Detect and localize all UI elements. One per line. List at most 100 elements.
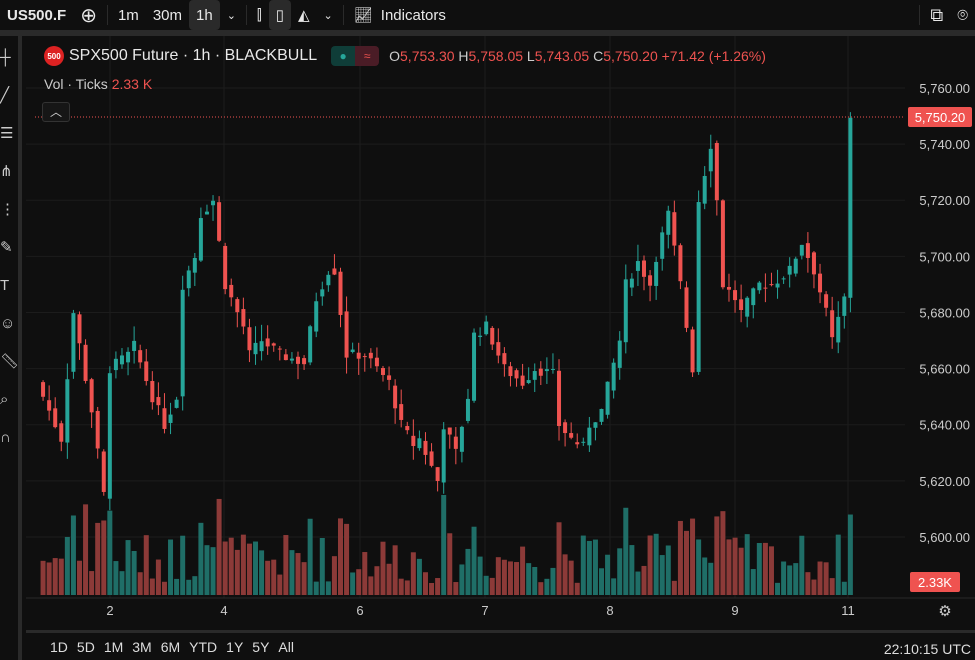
candle-body [326,274,331,286]
low-label: L [526,48,535,64]
volume-bar [119,571,125,595]
volume-bar [113,561,119,595]
range-1y[interactable]: 1Y [226,638,244,655]
volume-bar [325,581,331,595]
volume-bar [653,533,659,595]
candle-body [514,370,519,379]
volume-bar [835,534,841,595]
candle-body [720,200,725,288]
volume-bar [350,572,356,595]
candle-body [472,332,477,401]
candle-body [611,362,616,391]
chevron-down-icon[interactable]: ⌄ [323,9,333,22]
candle-body [490,327,495,345]
pattern-icon[interactable]: ⋔ [0,163,13,180]
fib-icon[interactable]: ☰ [0,125,14,142]
volume-bar [210,547,216,595]
candle-body [387,375,392,380]
volume-bar [829,578,835,595]
volume-bar [793,563,799,595]
candle-body [623,279,628,343]
candle-body [368,352,373,359]
range-5d[interactable]: 5D [76,638,95,655]
volume-bar [76,560,82,595]
volume-bar [550,567,556,595]
bar-chart-icon[interactable]: ⫿ [256,6,262,24]
time-tick-label: 6 [356,603,363,618]
interval-1h[interactable]: 1h [189,0,220,30]
candle-body [71,313,76,372]
candle-body [107,373,112,499]
emoji-icon[interactable]: ☺ [0,315,16,332]
volume-bar [52,558,58,595]
candle-body [174,399,179,408]
candle-body [180,289,185,397]
plus-circle-icon[interactable]: ⊕ [80,4,97,27]
candlestick-icon[interactable]: ▯ [268,0,291,30]
candle-body [332,268,337,275]
crosshair-icon[interactable]: ┼ [0,49,11,66]
area-chart-icon[interactable]: ◭ [297,7,310,24]
indicators-button[interactable]: 📈︎ Indicators [347,0,453,30]
last-volume-label: 2.33K [918,575,952,590]
candle-body [162,408,167,429]
symbol-button[interactable]: US500.F [7,6,67,24]
brush-icon[interactable]: ✎ [0,239,13,256]
text-icon[interactable]: T [0,277,10,294]
range-ytd[interactable]: YTD [189,638,218,655]
ruler-icon[interactable]: 📏︎ [0,353,20,370]
volume-bar [514,562,520,595]
candle-body [836,316,841,343]
interval-1m[interactable]: 1m [117,6,139,24]
candle-body [265,338,270,347]
volume-bar [817,561,823,595]
chevron-down-icon[interactable]: ⌄ [226,9,236,22]
collapse-legend-button[interactable]: ︿ [42,102,70,122]
range-5y[interactable]: 5Y [252,638,270,655]
volume-bar [623,507,629,595]
volume-bar [46,562,52,595]
candle-body [308,326,313,363]
candle-body [380,368,385,375]
range-1d[interactable]: 1D [50,638,68,655]
indicators-icon: 📈︎ [353,7,373,24]
market-status[interactable]: ● ≈ [331,46,380,66]
candle-body [441,429,446,483]
magnet-icon[interactable]: ∩ [0,429,11,446]
open-label: O [389,48,401,64]
volume-bar [374,566,380,595]
candle-body [229,284,234,298]
camera-icon[interactable]: ⌾ [957,4,968,25]
zoom-icon[interactable]: ⌕ [0,391,9,408]
interval-30m[interactable]: 30m [152,6,182,24]
trend-line-icon[interactable]: ╱ [0,87,10,104]
range-3m[interactable]: 3M [132,638,152,655]
range-1m[interactable]: 1M [103,638,124,655]
candle-body [654,261,659,286]
candle-body [811,252,816,275]
candle-body [805,243,810,258]
price-chart[interactable]: 5,760.00 5,740.00 5,720.00 5,700.00 5,680.00… [26,36,975,625]
candle-body [824,294,829,308]
projection-icon[interactable]: ⋮ [0,201,15,218]
volume-bar [811,579,817,595]
volume-bar [295,553,301,595]
volume-bar [762,542,768,595]
indicators-label: Indicators [380,6,446,24]
candle-body [678,245,683,282]
range-6m[interactable]: 6M [160,638,181,655]
fullscreen-icon[interactable]: ⧉ [930,4,944,25]
candle-body [411,435,416,447]
candle-body [168,414,173,423]
time-tick-label: 2 [106,603,113,618]
candle-body [356,352,361,359]
volume-legend: Vol · Ticks 2.33 K [44,76,152,92]
volume-bar [465,548,471,595]
volume-bar [495,557,501,595]
volume-bar [204,545,210,595]
clock[interactable]: 22:10:15 UTC [883,641,971,657]
volume-bar [568,560,574,595]
range-all[interactable]: All [278,638,294,655]
volume-bar [143,535,149,595]
settings-icon[interactable]: ⚙ [938,603,951,620]
